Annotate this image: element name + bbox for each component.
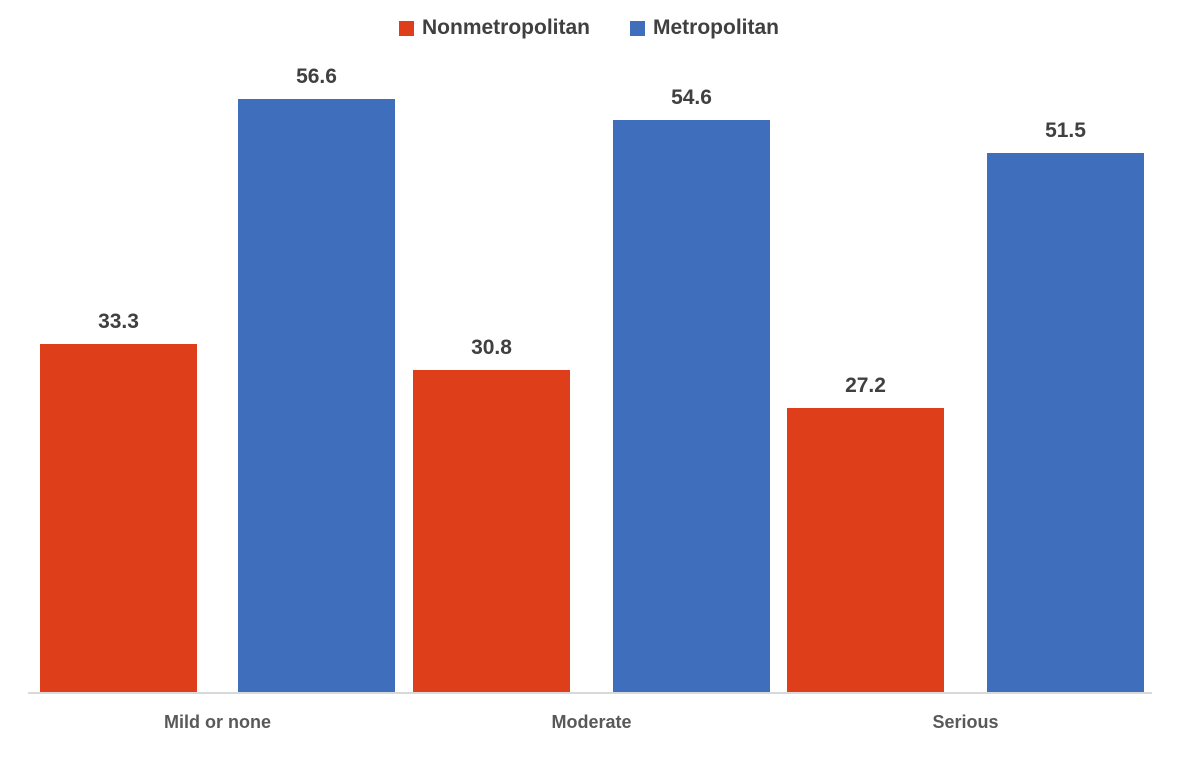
value-label-nonmetropolitan-serious: 27.2: [845, 374, 886, 397]
legend-swatch-nonmetropolitan-icon: [399, 20, 414, 36]
bar-metropolitan-moderate: [613, 120, 770, 693]
bar-nonmetropolitan-mild-or-none: [40, 344, 197, 693]
legend-swatch-metropolitan-icon: [630, 20, 645, 36]
bar-nonmetropolitan-serious: [787, 408, 944, 693]
x-axis-line: [28, 692, 1152, 694]
category-label-mild-or-none: Mild or none: [164, 712, 271, 732]
legend-item-nonmetropolitan: Nonmetropolitan: [399, 16, 590, 40]
chart-legend: Nonmetropolitan Metropolitan: [0, 16, 1178, 40]
bar-metropolitan-mild-or-none: [238, 99, 395, 693]
category-label-moderate: Moderate: [551, 712, 632, 732]
legend-label-nonmetropolitan: Nonmetropolitan: [422, 16, 590, 39]
value-label-nonmetropolitan-moderate: 30.8: [471, 336, 512, 359]
category-label-serious: Serious: [932, 712, 999, 732]
value-label-metropolitan-moderate: 54.6: [671, 86, 712, 109]
value-label-metropolitan-serious: 51.5: [1045, 119, 1086, 142]
value-label-metropolitan-mild-or-none: 56.6: [296, 65, 337, 88]
legend-item-metropolitan: Metropolitan: [630, 16, 779, 40]
bar-metropolitan-serious: [987, 153, 1144, 693]
value-label-nonmetropolitan-mild-or-none: 33.3: [98, 310, 139, 333]
legend-label-metropolitan: Metropolitan: [653, 16, 779, 39]
bar-nonmetropolitan-moderate: [413, 370, 570, 693]
